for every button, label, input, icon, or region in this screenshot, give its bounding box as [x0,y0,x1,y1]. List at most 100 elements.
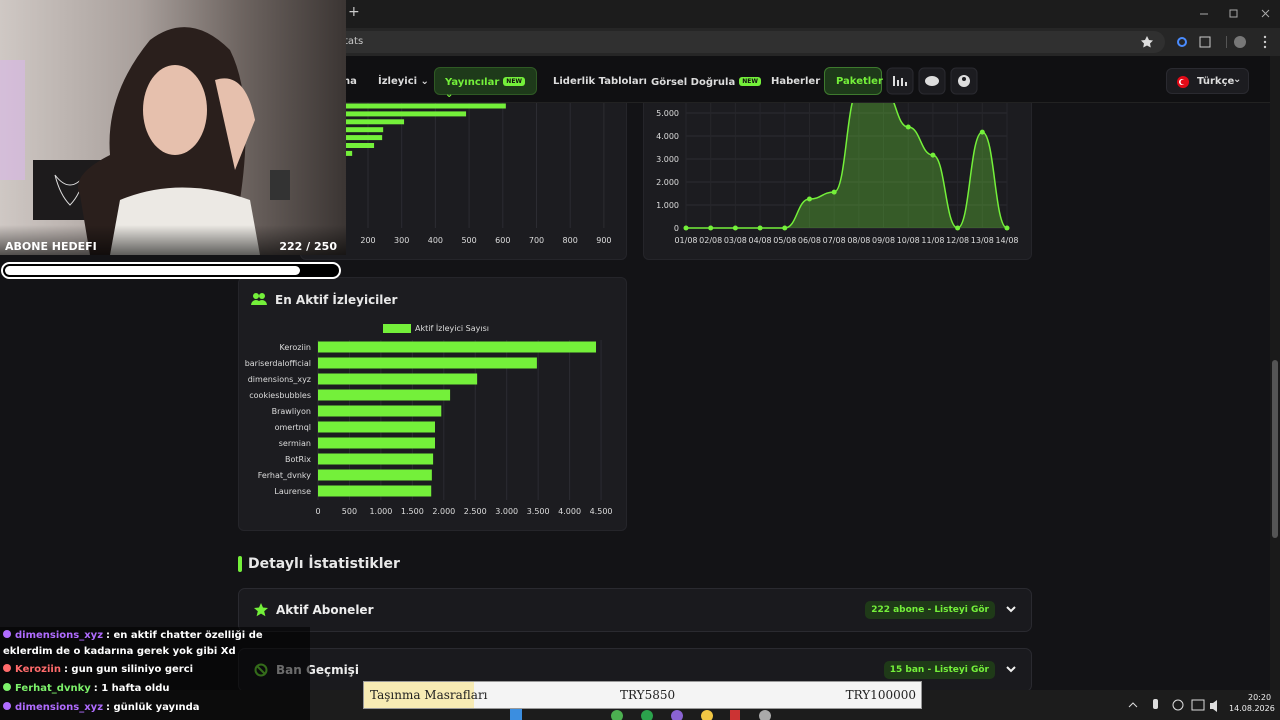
chevron: ⌄ [1233,74,1242,85]
bar [300,119,405,125]
new-tab[interactable]: + [348,4,360,20]
chat-message: dimensions_xyz: günlük yayında [3,698,310,717]
scroll-thumb[interactable] [1272,360,1278,538]
chevron [1006,666,1016,673]
x-tick-label: 1.500 [401,507,424,516]
chat-message: Ferhat_dvnky: 1 hafta oldu [3,679,310,698]
window-controls[interactable] [1190,6,1280,22]
nav-packages[interactable]: Paketler [824,67,883,95]
nav-text: Yayıncılar [445,77,500,88]
x-tick-label: 07/08 [823,236,846,245]
point [806,196,812,202]
accordion[interactable]: Aktif Aboneler 222 abone - Listeyi Gör [238,588,1032,632]
point [732,225,738,231]
chat-message: Keroziin: gun gun siliniyo gerci [3,660,310,679]
chart-svg: 0 500 1.000 1.500 2.000 2.500 3.000 3.500 4.000 4… [245,323,613,516]
chat-message: dimensions_xyz: en aktif chatter özelliğ… [3,627,310,660]
goal-bar [1,262,341,279]
flag [1177,76,1189,88]
nav-item[interactable]: İzleyici ⌄ [378,76,429,87]
tray-icons[interactable] [1125,696,1225,714]
x-tick-label: 10/08 [897,236,920,245]
nav-active[interactable]: Yayıncılar NEW ⌄ [434,67,537,100]
point [831,189,837,195]
bar [318,437,435,449]
chat-user: Keroziin [15,664,61,675]
point [905,124,911,130]
chat-icon [3,630,11,638]
x-tick-label: 500 [461,236,476,245]
y-tick-label: Laurense [274,487,311,496]
x-tick-label: 200 [360,236,375,245]
chat-user: dimensions_xyz [15,630,104,641]
panel-badge[interactable]: 222 abone - Listeyi Gör [865,601,995,619]
y-tick-label: Brawliyon [272,407,311,416]
x-tick-label: 2.000 [432,507,455,516]
y-tick-label: 0 [674,224,679,233]
y-tick-label: 5.000 [656,109,679,118]
card: En Aktif İzleyiciler [238,277,627,531]
goal-target: 250 [314,240,337,253]
ticker: Taşınma Masrafları TRY5850 TRY100000 [363,681,922,709]
y-tick-label: 4.000 [656,132,679,141]
x-tick-label: 04/08 [749,236,772,245]
x-tick-label: 1.000 [369,507,392,516]
y-tick-label: omertnql [275,423,311,432]
scrollbar [1270,56,1280,696]
chat-text: : günlük yayında [106,702,200,713]
area [686,90,1007,228]
y-tick-label: 3.000 [656,155,679,164]
nav-item[interactable]: Liderlik Tabloları [553,76,647,87]
nav-item[interactable]: na [343,76,357,87]
point [955,225,961,231]
webcam-shade [0,225,346,255]
bar [318,485,432,497]
address-field[interactable]: tats [330,31,1165,53]
webcam: ABONE HEDEFI 222 / 250 [0,0,346,255]
x-tick-label: 11/08 [921,236,944,245]
nav-label: Görsel Doğrula [651,77,736,88]
star-icon [254,603,268,617]
bar [318,389,451,401]
x-tick-label: 03/08 [724,236,747,245]
goal-count: 222 / 250 [279,240,337,253]
ticker-label: Taşınma Masrafları [370,688,488,702]
y-tick-label: sermian [279,439,311,448]
card-title: En Aktif İzleyiciler [275,293,398,307]
chat-user: Ferhat_dvnky [15,683,91,694]
x-tick-label: 08/08 [847,236,870,245]
legend-label: Aktif İzleyici Sayısı [415,323,489,333]
ticker-label-bg [364,682,474,708]
nav-item[interactable]: Görsel Doğrula NEW [651,76,761,89]
x-tick-label: 12/08 [946,236,969,245]
taskbar-apps[interactable] [505,702,775,720]
goal-label: ABONE HEDEFI [5,240,97,253]
chat-overlay: dimensions_xyz: en aktif chatter özelliğ… [0,627,310,720]
chat-user: dimensions_xyz [15,702,104,713]
language-select[interactable]: Türkçe ⌄ [1166,68,1249,94]
panel-badge[interactable]: 15 ban - Listeyi Gör [883,661,995,679]
y-tick-label: 1.000 [656,201,679,210]
card [643,90,1032,260]
y-tick-label: cookiesbubbles [249,391,311,400]
point [979,129,985,135]
section-accent [238,556,242,572]
point [683,225,689,231]
nav-label: Yayıncılar NEW ⌄ [445,76,536,101]
x-tick-label: 01/08 [674,236,697,245]
bar [318,469,432,481]
nav-item[interactable]: Haberler [771,76,821,87]
bar [318,373,478,385]
goal-sep: / [306,240,311,253]
x-tick-label: 3.000 [495,507,518,516]
x-tick-label: 06/08 [798,236,821,245]
nav-icons[interactable] [886,67,981,95]
point [930,152,936,158]
users-icon [251,293,267,305]
x-tick-label: 2.500 [464,507,487,516]
address-text: tats [344,36,364,47]
section-title: Detaylı İstatistikler [248,556,400,572]
toolbar-icons[interactable] [1140,34,1275,50]
x-tick-label: 14/08 [995,236,1018,245]
